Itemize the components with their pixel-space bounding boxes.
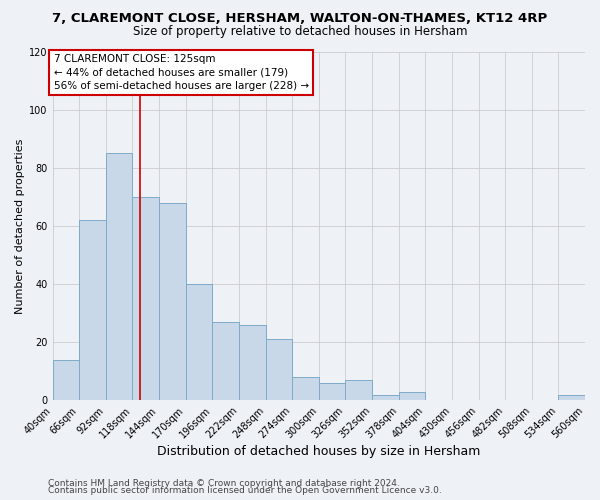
Bar (185, 284, 212, 401)
Bar (53, 360, 79, 401)
Bar (266, 340, 292, 400)
Bar (239, 325, 266, 400)
Text: Contains HM Land Registry data © Crown copyright and database right 2024.: Contains HM Land Registry data © Crown c… (48, 478, 400, 488)
Y-axis label: Number of detached properties: Number of detached properties (15, 138, 25, 314)
Bar (559, 394, 585, 400)
Bar (292, 377, 319, 400)
Text: 7, CLAREMONT CLOSE, HERSHAM, WALTON-ON-THAMES, KT12 4RP: 7, CLAREMONT CLOSE, HERSHAM, WALTON-ON-T… (52, 12, 548, 26)
Text: Contains public sector information licensed under the Open Government Licence v3: Contains public sector information licen… (48, 486, 442, 495)
Bar (79, 220, 106, 400)
X-axis label: Distribution of detached houses by size in Hersham: Distribution of detached houses by size … (157, 444, 481, 458)
Text: Size of property relative to detached houses in Hersham: Size of property relative to detached ho… (133, 25, 467, 38)
Bar (159, 202, 185, 400)
Bar (212, 322, 239, 400)
Text: 7 CLAREMONT CLOSE: 125sqm
← 44% of detached houses are smaller (179)
56% of semi: 7 CLAREMONT CLOSE: 125sqm ← 44% of detac… (53, 54, 308, 91)
Bar (372, 394, 398, 400)
Bar (106, 154, 133, 400)
Bar (346, 380, 372, 400)
Bar (319, 383, 346, 400)
Bar (133, 197, 159, 400)
Bar (398, 392, 425, 400)
